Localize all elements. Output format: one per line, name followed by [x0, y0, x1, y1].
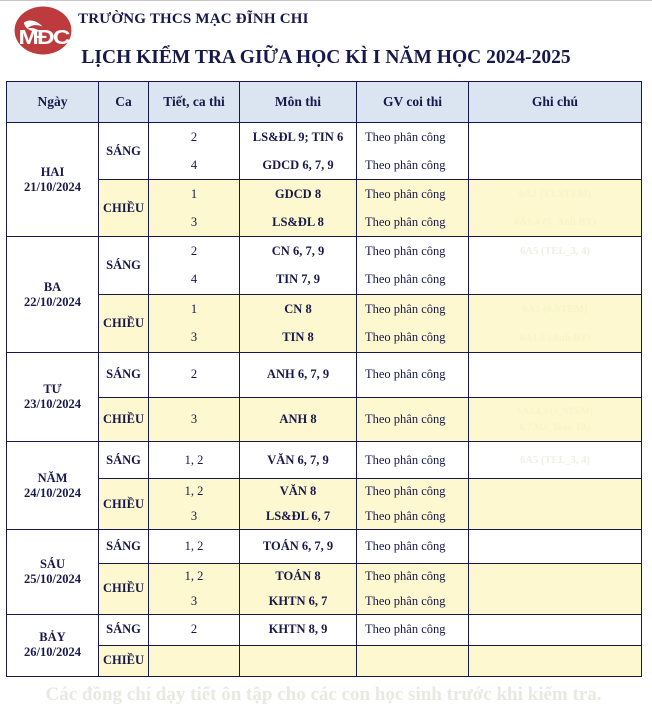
- svg-text:MĐC: MĐC: [18, 26, 70, 49]
